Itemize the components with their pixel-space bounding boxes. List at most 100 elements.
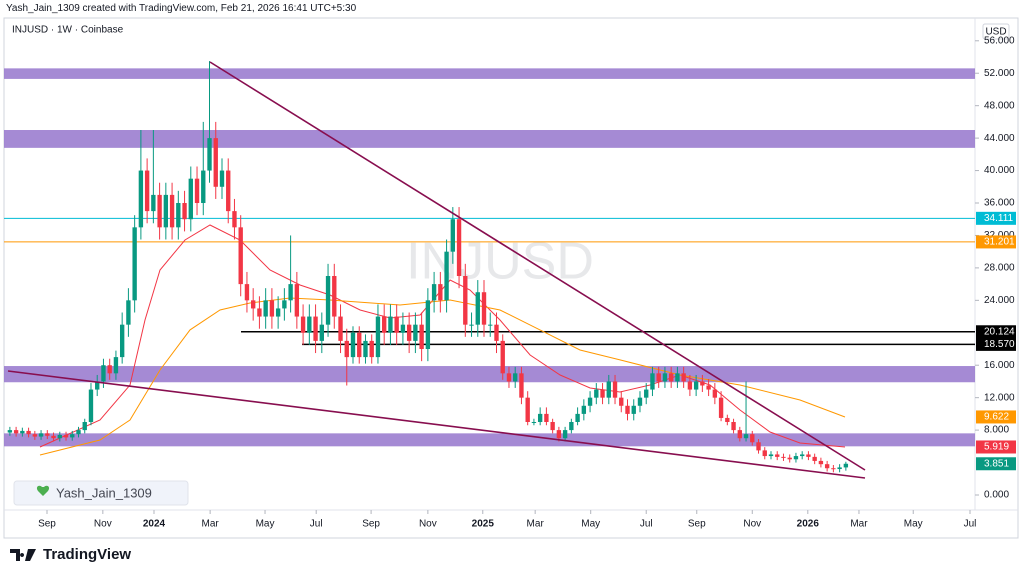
badge-box: [13, 480, 189, 506]
candle-body: [500, 340, 505, 374]
y-tick-label: 28.000: [984, 263, 1015, 274]
candle-body: [163, 194, 169, 228]
candle-body: [107, 365, 112, 374]
candle-body: [718, 397, 724, 418]
candle-body: [581, 405, 587, 414]
candle-body: [513, 373, 518, 382]
y-tick-label: 8.000: [984, 425, 1009, 436]
candle-body: [269, 300, 275, 317]
candle-body: [525, 397, 530, 422]
candle-body: [406, 324, 412, 341]
moving-average: [39, 297, 846, 456]
candle-body: [344, 340, 349, 358]
candle-body: [13, 430, 19, 434]
candle-body: [700, 381, 705, 386]
candle-body: [506, 373, 512, 382]
candle-body: [363, 340, 368, 358]
level-tag: [976, 325, 1016, 339]
x-tick-label: Mar: [202, 519, 220, 530]
candle-body: [332, 276, 337, 317]
ma-label: 9.622: [984, 412, 1009, 423]
brand: TradingView: [10, 546, 131, 563]
level-label: 18.570: [984, 339, 1015, 350]
currency-box: [982, 23, 1010, 40]
candle-body: [357, 332, 362, 358]
candle-body: [51, 435, 56, 439]
candle-body: [400, 324, 406, 333]
zone: [4, 433, 975, 447]
candle-body: [219, 170, 225, 187]
candle-body: [650, 373, 655, 390]
x-tick-label: Sep: [688, 519, 706, 530]
plot-area: [4, 61, 975, 479]
candle-body: [693, 381, 699, 390]
candle-body: [101, 365, 106, 382]
candle-body: [419, 324, 424, 349]
candle-body: [569, 421, 574, 431]
candle-body: [438, 284, 443, 301]
candle-body: [594, 389, 599, 398]
candle-body: [382, 316, 387, 333]
zone: [4, 68, 975, 79]
candle-body: [7, 430, 13, 433]
level-tag: [976, 337, 1016, 351]
candle-body: [151, 194, 156, 212]
candle-body: [282, 300, 287, 309]
candle-body: [88, 389, 94, 422]
candle-body: [806, 454, 811, 457]
price-tag: [976, 457, 1016, 471]
candle-body: [82, 421, 87, 431]
candle-body: [257, 308, 262, 317]
candle-body: [488, 324, 493, 326]
candle-body: [425, 300, 431, 349]
candle-body: [519, 373, 524, 398]
candle-body: [537, 413, 543, 422]
candle-body: [481, 292, 487, 325]
candle-body: [394, 316, 399, 333]
candle-body: [644, 389, 649, 398]
level-label: 34.111: [984, 213, 1014, 224]
candle-body: [95, 381, 100, 390]
candle-body: [138, 170, 144, 228]
candle-body: [444, 251, 449, 301]
candle-body: [413, 324, 418, 341]
candle-body: [388, 316, 393, 333]
candle-body: [288, 284, 293, 301]
candle-body: [244, 284, 250, 301]
y-tick-label: 44.000: [984, 133, 1015, 144]
x-tick-label: May: [904, 519, 923, 530]
candle-body: [350, 332, 356, 358]
candle-body: [668, 373, 674, 382]
candle-body: [662, 373, 668, 382]
candle-body: [637, 397, 643, 406]
level-label: 20.124: [984, 326, 1015, 337]
candle-body: [731, 421, 736, 431]
candle-body: [562, 430, 568, 439]
candle-body: [656, 373, 661, 382]
x-tick-label: Jul: [310, 519, 323, 530]
chart: INJUSD INJUSD · 1W · Coinbase USD Yash_J…: [3, 17, 1019, 539]
candle-body: [26, 430, 31, 435]
candle-body: [675, 373, 680, 382]
level-tag: [976, 235, 1016, 249]
candle-body: [831, 468, 836, 470]
zone: [4, 130, 975, 148]
candle-body: [375, 316, 381, 358]
candle-body: [681, 373, 686, 382]
zone: [4, 366, 975, 383]
candle-body: [307, 316, 312, 333]
candle-body: [737, 430, 742, 439]
candle-body: [325, 276, 331, 325]
candle-body: [818, 460, 824, 465]
candle-body: [431, 284, 437, 301]
candle-body: [57, 434, 62, 439]
candle-body: [126, 300, 131, 325]
x-tick-label: Sep: [38, 519, 56, 530]
candle-body: [606, 381, 611, 398]
candle-body: [450, 219, 456, 252]
candle-body: [612, 381, 618, 398]
candle-body: [687, 381, 693, 390]
candle-body: [194, 178, 200, 204]
price-label: 3.851: [984, 458, 1009, 469]
